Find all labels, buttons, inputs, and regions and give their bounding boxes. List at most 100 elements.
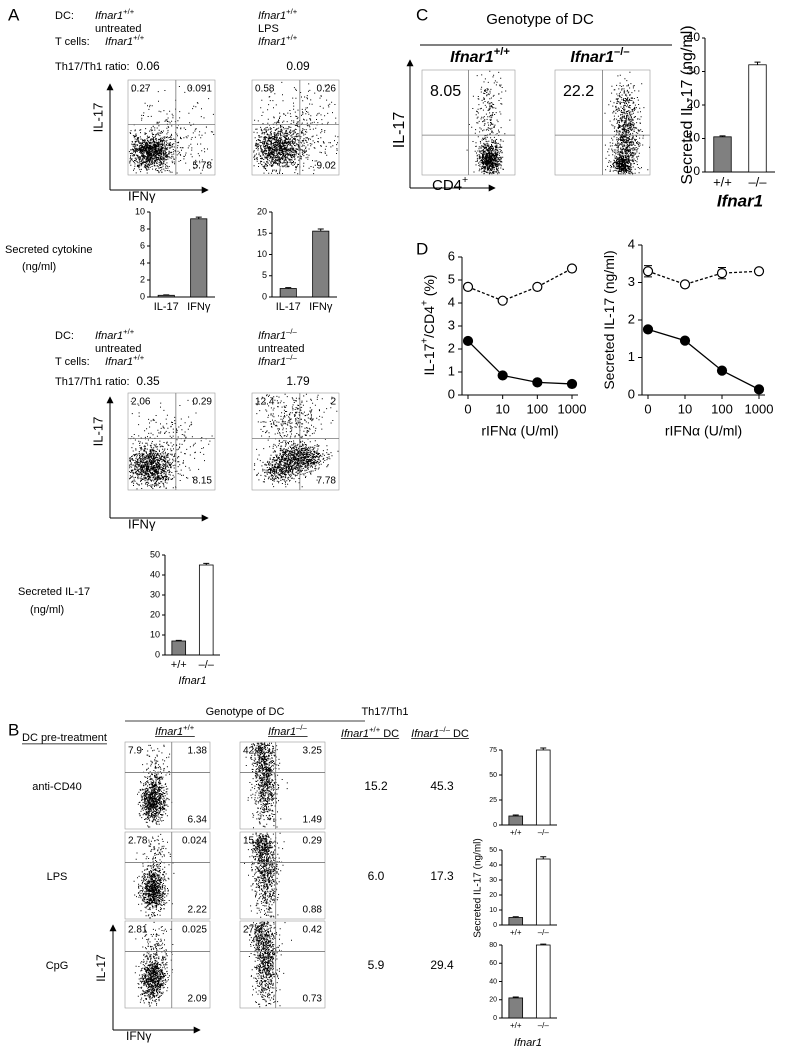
quadrant-value: 3.25 — [303, 746, 323, 757]
data-point — [497, 295, 508, 306]
genotype-label: Ifnar1+/+ — [155, 723, 195, 738]
scatter-dots — [137, 744, 173, 828]
quadrant-value: 7.9 — [128, 746, 142, 757]
quadrant-value: 7.78 — [317, 476, 337, 487]
ratio-value: 1.79 — [286, 374, 310, 388]
gene-superscript: +/+ — [286, 7, 298, 16]
axis-title: CD4+ — [432, 174, 468, 194]
y-tick-label: 0 — [493, 822, 497, 829]
quadrant-value: 42.8 — [243, 746, 263, 757]
bar — [508, 917, 524, 926]
bar-x-title: Ifnar1 — [178, 675, 206, 687]
bar-x-title: Ifnar1 — [717, 191, 763, 210]
y-axis-title: Secreted IL-17 (ng/ml) — [601, 250, 617, 389]
data-point — [462, 335, 474, 347]
dc-treatment: untreated — [95, 23, 141, 35]
treatment-label: CpG — [46, 960, 69, 972]
gene-superscript: +/+ — [123, 327, 135, 336]
panel-label: B — [8, 720, 19, 739]
series-line — [467, 267, 573, 302]
y-tick-label: 40 — [489, 978, 497, 985]
bar — [279, 288, 297, 298]
axis-title: IFNγ — [126, 1029, 151, 1043]
quadrant-value: 0.58 — [255, 84, 275, 95]
gene-name: Ifnar1 — [341, 728, 369, 740]
panel-label: D — [416, 239, 428, 258]
gene-name: Ifnar1 — [95, 10, 123, 22]
plot-frame — [239, 831, 326, 920]
gene-name: Ifnar1 — [258, 356, 286, 368]
bar — [157, 294, 175, 298]
quadrant-value: 6.34 — [188, 815, 208, 826]
y-tick-label: 4 — [628, 236, 635, 251]
scatter-dots — [133, 833, 175, 919]
axis-title: IL-17 — [391, 112, 408, 149]
ratio-value: 45.3 — [430, 779, 454, 793]
y-tick-label: 4 — [448, 294, 455, 309]
bar — [535, 944, 551, 1019]
data-point — [532, 377, 543, 388]
gene-name: Ifnar1 — [450, 49, 494, 66]
error-bar — [540, 747, 547, 750]
gene-superscript: +/+ — [494, 46, 511, 58]
series-line — [647, 270, 760, 286]
x-tick-label: 10 — [495, 401, 509, 416]
scatter-dots — [253, 81, 339, 175]
y-tick-label: 20 — [489, 997, 497, 1004]
axis-title: IFNγ — [128, 188, 156, 203]
bar — [535, 749, 551, 826]
text-part: Secreted IL-17 (ng/ml) — [601, 250, 617, 389]
y-tick-label: 6 — [140, 240, 145, 250]
dc-genotype: Ifnar1+/+ — [258, 7, 298, 22]
gene-superscript: +/+ — [133, 33, 145, 42]
ratio-value: 5.9 — [368, 958, 385, 972]
row-label: T cells: — [55, 356, 90, 368]
y-axis-title: IL-17+/CD4+ (%) — [419, 275, 437, 376]
quadrant-value: 8.15 — [193, 476, 213, 487]
gene-superscript: –/– — [439, 725, 450, 734]
bar-axis-title: Secreted IL-17 (ng/ml) — [679, 25, 696, 184]
genotype-label: Ifnar1–/– — [268, 723, 308, 738]
superscript: + — [419, 338, 430, 344]
t-cell-genotype: Ifnar1–/– — [258, 353, 298, 368]
x-tick-label: –/– — [538, 1021, 550, 1030]
row-label: DC: — [55, 10, 74, 22]
y-tick-label: 1 — [448, 363, 455, 378]
bar — [171, 640, 187, 656]
bar-axis-title: Secreted IL-17 — [18, 586, 90, 598]
y-tick-label: 80 — [489, 942, 497, 949]
gene-name: Ifnar1 — [570, 49, 614, 66]
y-tick-label: 50 — [489, 847, 497, 854]
error-bar — [285, 287, 292, 289]
series-line — [467, 340, 573, 385]
gene-superscript: –/– — [296, 723, 307, 732]
x-tick-label: –/– — [748, 174, 767, 189]
axis-title: IFNγ — [128, 516, 156, 531]
plot-frame — [239, 741, 326, 830]
panel-label: A — [8, 5, 20, 24]
t-cell-genotype: Ifnar1+/+ — [105, 353, 145, 368]
scatter-dots — [604, 71, 650, 175]
data-point — [642, 266, 654, 277]
scatter-dots — [129, 399, 213, 490]
data-point — [642, 324, 654, 335]
dc-genotype: Ifnar1+/+ — [95, 327, 135, 342]
x-tick-label: 1000 — [558, 401, 587, 416]
x-tick-label: +/+ — [510, 828, 522, 837]
quadrant-value: 9.02 — [317, 161, 337, 172]
gene-superscript: +/+ — [286, 33, 298, 42]
error-bar — [512, 996, 519, 998]
data-point — [679, 335, 691, 346]
y-tick-label: 2 — [628, 311, 635, 326]
x-axis-title: rIFNα (U/ml) — [665, 423, 742, 439]
y-tick-label: 40 — [150, 569, 160, 579]
bar — [198, 564, 214, 656]
y-tick-label: 25 — [489, 797, 497, 804]
y-tick-label: 10 — [687, 131, 701, 145]
column-header: Genotype of DC — [486, 11, 594, 28]
row-label: Th17/Th1 ratio: — [55, 61, 130, 73]
ratio-value: 0.09 — [286, 59, 310, 73]
text-part: CD4 — [432, 177, 462, 194]
treatment-label: LPS — [47, 871, 68, 883]
gene-superscript: –/– — [614, 46, 630, 58]
